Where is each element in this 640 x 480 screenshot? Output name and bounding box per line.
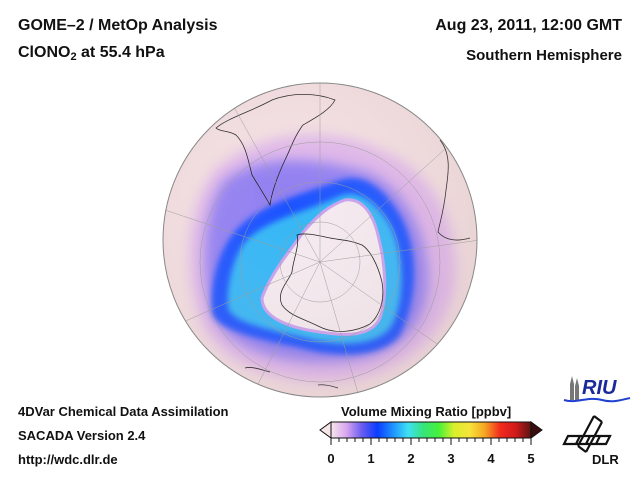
title-instrument: GOME–2 / MetOp Analysis [18, 17, 218, 34]
polar-map [162, 82, 478, 398]
species-name: ClONO [18, 44, 71, 61]
colorbar-gradient [330, 421, 532, 439]
colorbar-tick-label: 2 [407, 451, 415, 466]
colorbar-tick-label: 5 [527, 451, 535, 466]
colorbar-tick-label: 0 [327, 451, 335, 466]
riu-logo: RIU [563, 376, 631, 403]
dlr-logo: DLR [562, 415, 619, 467]
footer-version: SACADA Version 2.4 [18, 428, 146, 443]
footer-method: 4DVar Chemical Data Assimilation [18, 404, 229, 419]
colorbar-max-arrow [530, 421, 543, 439]
colorbar-min-arrow [319, 421, 332, 439]
dlr-emblem-icon [562, 415, 612, 453]
species-level: at 55.4 hPa [76, 44, 165, 61]
riu-logo-text: RIU [582, 377, 617, 399]
wave-icon [563, 397, 631, 403]
colorbar-tick-label: 1 [367, 451, 375, 466]
cathedral-icon [570, 376, 579, 400]
globe-outline [162, 82, 478, 398]
colorbar-tick-label: 4 [487, 451, 495, 466]
dlr-logo-text: DLR [592, 452, 619, 467]
colorbar [319, 421, 543, 445]
species-subscript: 2 [70, 51, 77, 63]
colorbar-tick-label: 3 [447, 451, 455, 466]
footer-url[interactable]: http://wdc.dlr.de [18, 452, 118, 467]
title-species: ClONO2 at 55.4 hPa [18, 44, 165, 63]
colorbar-title: Volume Mixing Ratio [ppbv] [341, 404, 512, 419]
date-label: Aug 23, 2011, 12:00 GMT [435, 17, 622, 34]
hemisphere-label: Southern Hemisphere [466, 47, 622, 64]
